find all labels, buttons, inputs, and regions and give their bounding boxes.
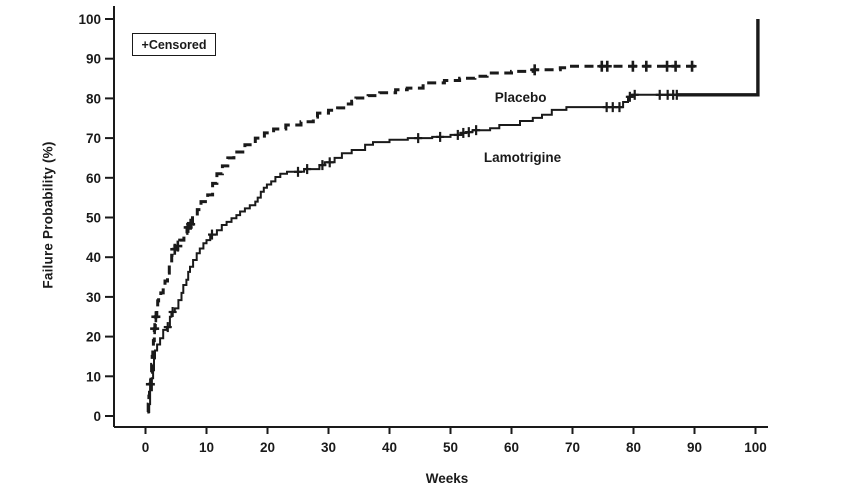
x-tick-label: 10 (199, 440, 214, 455)
x-tick-label: 90 (687, 440, 702, 455)
placebo-series-label: Placebo (495, 90, 547, 105)
y-tick-label: 30 (86, 290, 101, 305)
lamotrigine-curve (148, 19, 759, 413)
x-tick-label: 20 (260, 440, 275, 455)
lamotrigine-series-label: Lamotrigine (484, 150, 562, 165)
placebo-curve (146, 64, 698, 414)
x-tick-label: 0 (142, 440, 150, 455)
x-tick-label: 80 (626, 440, 641, 455)
y-tick-label: 70 (86, 131, 101, 146)
y-tick-label: 90 (86, 52, 101, 67)
y-tick-label: 0 (93, 409, 101, 424)
lamotrigine-curve-tail (677, 19, 760, 97)
x-tick-label: 70 (565, 440, 580, 455)
x-tick-label: 50 (443, 440, 458, 455)
y-tick-label: 20 (86, 330, 101, 345)
y-axis-title: Failure Probability (%) (40, 141, 56, 289)
y-tick-label: 10 (86, 369, 101, 384)
y-tick-label: 100 (78, 12, 101, 27)
censored-legend-label: +Censored (141, 37, 207, 52)
y-tick-label: 60 (86, 171, 101, 186)
censored-legend: +Censored (132, 33, 216, 56)
x-tick-label: 30 (321, 440, 336, 455)
x-tick-label: 100 (744, 440, 767, 455)
x-tick-label: 60 (504, 440, 519, 455)
x-axis-title: Weeks (425, 471, 469, 486)
x-tick-label: 40 (382, 440, 397, 455)
y-tick-label: 50 (86, 211, 101, 226)
y-tick-label: 80 (86, 91, 101, 106)
y-tick-label: 40 (86, 250, 101, 265)
